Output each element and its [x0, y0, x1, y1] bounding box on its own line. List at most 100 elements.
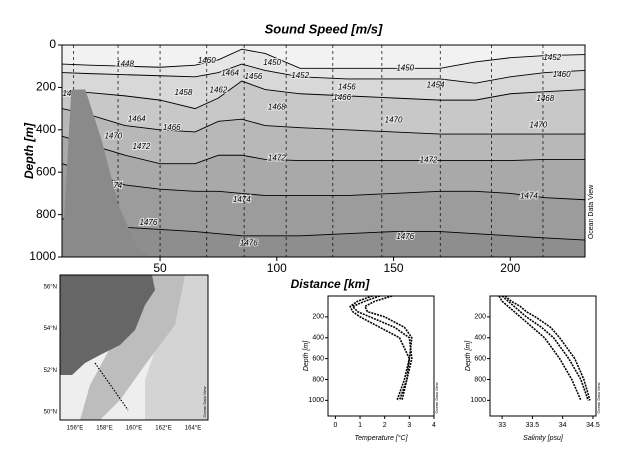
contour-label: 1468 — [536, 94, 554, 103]
contour-label: 1476 — [396, 232, 414, 241]
y-tick-label: 0 — [49, 37, 56, 51]
x-tick-label: 34.5 — [586, 422, 600, 429]
x-axis-label: Temperature [°C] — [354, 434, 408, 442]
y-tick-label: 800 — [312, 376, 324, 383]
contour-label: 1464 — [128, 114, 146, 123]
contour-label: 1472 — [420, 156, 438, 165]
profile-line — [498, 295, 582, 401]
side-note: Ocean Data View — [596, 382, 601, 413]
contour-line — [61, 80, 586, 110]
contour-label: 1460 — [198, 56, 216, 65]
contour-label: 1458 — [175, 88, 193, 97]
contour-label: 1474 — [233, 195, 251, 204]
chart-title: Sound Speed [m/s] — [265, 21, 383, 36]
lat-label: 54°N — [44, 326, 57, 332]
side-note: Ocean Data View — [434, 382, 439, 413]
y-tick-label: 600 — [36, 164, 56, 178]
contour-line — [61, 108, 585, 135]
bathymetry — [62, 89, 151, 258]
contour-label: 1472 — [268, 154, 286, 163]
x-axis-label: Salinity [psu] — [523, 435, 564, 442]
contour-label: 1450 — [263, 58, 281, 67]
y-tick-label: 800 — [474, 376, 486, 383]
y-tick-label: 400 — [36, 122, 56, 136]
contour-line — [61, 135, 585, 165]
side-note: Ocean Data View — [202, 386, 207, 417]
y-tick-label: 200 — [474, 314, 486, 321]
y-tick-label: 800 — [36, 207, 56, 221]
contour-label: 1462 — [210, 86, 228, 95]
x-tick-label: 33 — [498, 422, 506, 429]
lon-label: 158°E — [96, 426, 112, 432]
y-tick-label: 400 — [474, 335, 486, 342]
contour-label: 1468 — [268, 103, 286, 112]
lat-label: 52°N — [44, 368, 57, 374]
x-axis-label: Distance [km] — [291, 277, 371, 291]
side-note: Ocean Data View — [588, 184, 595, 239]
contour-line — [61, 63, 586, 84]
x-tick-label: 4 — [432, 422, 436, 429]
contour-label: 1452 — [291, 71, 309, 80]
contour-label: 1450 — [396, 63, 414, 72]
x-tick-label: 0 — [333, 422, 337, 429]
contour-line — [61, 218, 586, 241]
y-tick-label: 1000 — [470, 397, 486, 404]
contour-label: 1466 — [333, 93, 351, 102]
lat-label: 56°N — [44, 285, 57, 291]
contour-label: 1454 — [427, 80, 445, 89]
lat-label: 50°N — [44, 410, 57, 416]
profile-line — [363, 295, 413, 401]
y-axis-label: Depth [m] — [303, 340, 310, 371]
shelf — [80, 275, 185, 420]
lon-label: 162°E — [155, 426, 171, 432]
y-tick-label: 200 — [312, 314, 324, 321]
y-axis-label: Depth [m] — [22, 122, 36, 179]
x-tick-label: 50 — [153, 261, 167, 275]
y-tick-label: 1000 — [29, 249, 56, 263]
profile-line — [504, 295, 591, 401]
contour-label: 1470 — [385, 115, 403, 124]
contour-label: 1474 — [104, 181, 122, 190]
x-tick-label: 100 — [267, 261, 287, 275]
plot-frame — [61, 44, 586, 258]
contour-label: 1464 — [221, 69, 239, 78]
contour-label: 1474 — [520, 192, 538, 201]
land — [60, 275, 155, 375]
x-tick-label: 34 — [559, 422, 567, 429]
contour-label: 1448 — [116, 60, 134, 69]
lon-label: 164°E — [185, 426, 201, 432]
y-tick-label: 200 — [36, 80, 56, 94]
contour-band — [62, 218, 585, 257]
plot-frame — [327, 295, 435, 417]
contour-label: 1452 — [543, 53, 561, 62]
contour-line — [61, 48, 586, 69]
map-frame — [59, 274, 209, 421]
lon-label: 156°E — [67, 426, 83, 432]
contour-label: 1476 — [240, 238, 258, 247]
contour-label: 1466 — [163, 123, 181, 132]
contour-label: 1456 — [338, 83, 356, 92]
x-tick-label: 200 — [500, 261, 520, 275]
lon-label: 160°E — [126, 426, 142, 432]
x-tick-label: 150 — [384, 261, 404, 275]
x-tick-label: 2 — [383, 422, 387, 429]
y-tick-label: 600 — [312, 355, 324, 362]
contour-label: 1476 — [139, 218, 157, 227]
y-axis-label: Depth [m] — [465, 340, 472, 371]
y-tick-label: 600 — [474, 355, 486, 362]
y-tick-label: 1000 — [308, 397, 324, 404]
contour-label: 1456 — [245, 72, 263, 81]
y-tick-label: 400 — [312, 335, 324, 342]
contour-line — [61, 163, 586, 201]
transect — [94, 362, 129, 411]
x-tick-label: 33.5 — [526, 422, 540, 429]
contour-label: 1470 — [529, 121, 547, 130]
contour-label: 1470 — [104, 131, 122, 140]
contour-label: 1472 — [132, 142, 150, 151]
profile-line — [351, 295, 413, 401]
contour-label: 1460 — [553, 70, 571, 79]
x-tick-label: 3 — [407, 422, 411, 429]
profile-line — [349, 295, 411, 401]
x-tick-label: 1 — [358, 422, 362, 429]
